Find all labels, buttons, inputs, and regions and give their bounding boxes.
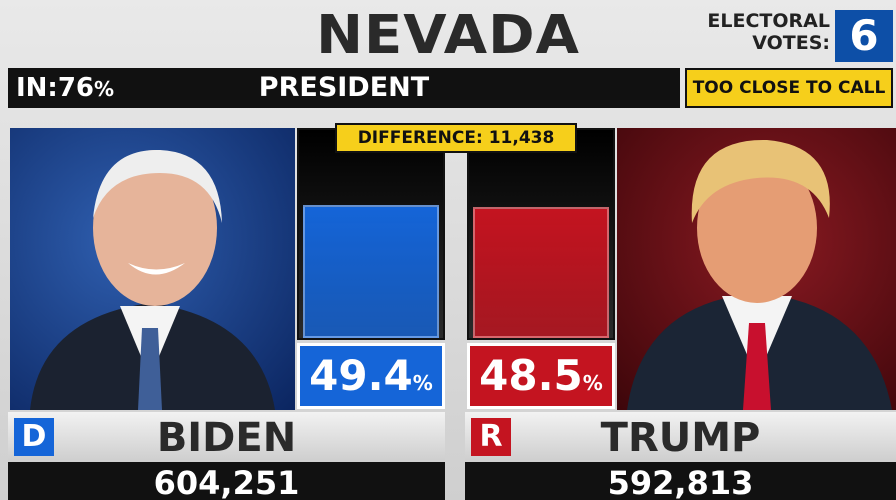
reporting: IN:76% xyxy=(16,68,114,109)
vote-count: 592,813 xyxy=(465,462,896,500)
vote-count: 604,251 xyxy=(8,462,445,500)
percent-unit: % xyxy=(412,371,433,395)
portrait xyxy=(30,149,275,410)
state-title: NEVADA xyxy=(316,4,580,67)
status-bar: PRESIDENT IN:76% xyxy=(8,68,680,108)
party-badge: D xyxy=(14,418,54,456)
candidate-photo xyxy=(10,128,295,410)
percent: 48.5 xyxy=(479,351,583,400)
bar-column xyxy=(467,128,615,340)
race-call: TOO CLOSE TO CALL xyxy=(685,68,893,108)
electoral-label: ELECTORAL VOTES: xyxy=(690,10,830,54)
percent: 49.4 xyxy=(309,351,413,400)
percent-unit: % xyxy=(582,371,603,395)
difference: DIFFERENCE: 11,438 xyxy=(335,123,577,153)
party-badge: R xyxy=(471,418,511,456)
candidate-name: BIDEN xyxy=(156,415,297,461)
vote-bar xyxy=(473,207,609,338)
bar-column xyxy=(297,128,445,340)
percent-box: 48.5% xyxy=(467,343,615,409)
percent-box: 49.4% xyxy=(297,343,445,409)
vote-bar xyxy=(303,204,439,338)
candidate-name: TRUMP xyxy=(600,415,761,461)
electoral-label-line: ELECTORAL xyxy=(707,10,830,32)
in-unit: % xyxy=(94,77,115,101)
portrait xyxy=(627,139,892,410)
electoral-votes: 6 xyxy=(835,10,893,62)
electoral-label-line: VOTES: xyxy=(752,32,830,54)
name-bar: BIDEN D xyxy=(8,412,445,461)
in-label: IN: xyxy=(16,73,58,103)
name-bar: TRUMP R xyxy=(465,412,896,461)
race: PRESIDENT xyxy=(258,72,430,103)
in-percent: 76 xyxy=(57,73,95,103)
candidate-photo xyxy=(617,128,896,410)
